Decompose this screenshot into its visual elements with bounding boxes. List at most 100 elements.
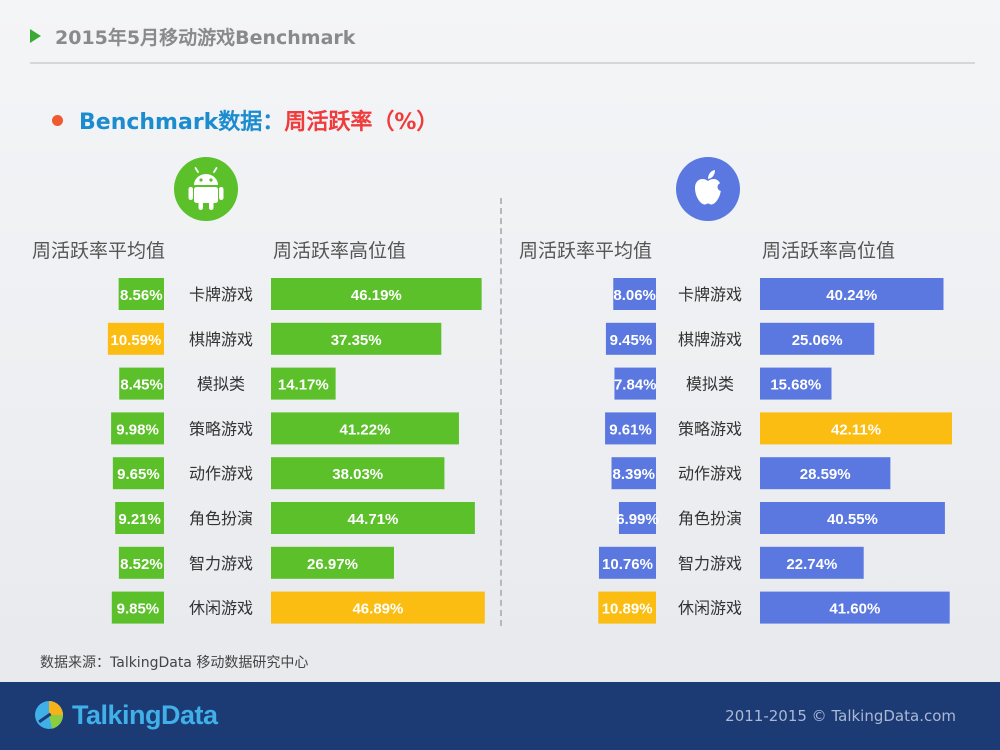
android-avg-bar-0 <box>118 278 164 310</box>
android-high-bar-2 <box>271 367 336 400</box>
ios-high-label-1: 25.06% <box>792 332 843 349</box>
android-avg-bar-2 <box>119 367 164 400</box>
ios-category-0: 卡牌游戏 <box>678 285 742 304</box>
ios-avg-bar-5 <box>618 502 656 534</box>
android-category-5: 角色扮演 <box>189 509 253 528</box>
ios-high-label-7: 41.60% <box>829 601 880 618</box>
ios-avg-label-7: 10.89% <box>602 601 653 618</box>
ios-high-label-4: 28.59% <box>800 466 851 483</box>
ios-high-bar-6 <box>760 546 864 579</box>
android-high-label-0: 46.19% <box>351 287 402 304</box>
android-avg-bar-3 <box>111 412 164 445</box>
android-avg-bar-5 <box>115 502 164 534</box>
ios-high-bar-7 <box>760 591 950 624</box>
benchmark-bar-chart: 8.56% 卡牌游戏 46.19% 10.59% 棋牌游戏 37.35% 8.45% 模拟类 1… <box>107 278 953 624</box>
ios-high-label-2: 15.68% <box>770 377 821 394</box>
ios-avg-label-2: 7.84% <box>614 377 657 394</box>
ios-high-bar-2 <box>760 367 832 400</box>
ios-avg-header: 周活跃率平均值 <box>519 240 653 262</box>
ios-high-label-0: 40.24% <box>826 287 877 304</box>
ios-category-7: 休闲游戏 <box>678 599 742 618</box>
brand-logo: TalkingData <box>32 698 218 732</box>
title-divider <box>30 62 975 64</box>
android-avg-bar-7 <box>111 591 164 624</box>
android-avg-header: 周活跃率平均值 <box>32 240 166 262</box>
subtitle-prefix: Benchmark数据： <box>79 110 285 135</box>
android-high-bar-7 <box>271 591 485 624</box>
android-category-3: 策略游戏 <box>189 419 253 438</box>
ios-category-1: 棋牌游戏 <box>678 330 742 349</box>
ios-avg-label-0: 8.06% <box>613 287 656 304</box>
ios-high-bar-4 <box>760 457 891 490</box>
brand-name: TalkingData <box>72 699 218 730</box>
android-high-label-7: 46.89% <box>352 601 403 618</box>
ios-high-bar-0 <box>760 278 944 310</box>
ios-avg-bar-1 <box>605 322 656 355</box>
android-avg-label-3: 9.98% <box>116 421 159 438</box>
android-high-label-3: 41.22% <box>340 421 391 438</box>
android-high-bar-3 <box>271 412 459 445</box>
ios-high-label-6: 22.74% <box>786 556 837 573</box>
android-category-2: 模拟类 <box>197 375 245 394</box>
android-high-bar-4 <box>271 457 445 490</box>
footer-bar: TalkingData 2011-2015 © TalkingData.com <box>0 682 1000 750</box>
android-avg-bar-1 <box>107 322 164 355</box>
android-category-6: 智力游戏 <box>189 554 253 573</box>
android-high-header: 周活跃率高位值 <box>273 240 407 262</box>
android-avg-label-1: 10.59% <box>110 332 161 349</box>
ios-high-header: 周活跃率高位值 <box>762 240 896 262</box>
android-high-bar-0 <box>271 278 482 310</box>
ios-category-3: 策略游戏 <box>678 419 742 438</box>
ios-avg-bar-3 <box>605 412 656 445</box>
page-title-bar: 2015年5月移动游戏Benchmark <box>30 22 355 50</box>
ios-avg-label-1: 9.45% <box>610 332 653 349</box>
android-high-bar-6 <box>271 546 394 579</box>
android-avg-label-4: 9.65% <box>117 466 160 483</box>
ios-avg-label-4: 8.39% <box>612 466 655 483</box>
ios-avg-label-5: 6.99% <box>616 511 659 528</box>
ios-category-5: 角色扮演 <box>678 509 742 528</box>
android-high-bar-1 <box>271 322 442 355</box>
triangle-bullet-icon <box>30 29 41 43</box>
ios-high-bar-1 <box>760 322 875 355</box>
page-title: 2015年5月移动游戏Benchmark <box>55 26 356 49</box>
apple-icon <box>676 157 740 221</box>
copyright-text: 2011-2015 © TalkingData.com <box>725 707 956 725</box>
data-source-note: 数据来源：TalkingData 移动数据研究中心 <box>40 655 309 671</box>
ios-high-label-5: 40.55% <box>827 511 878 528</box>
ios-avg-label-6: 10.76% <box>602 556 653 573</box>
android-category-7: 休闲游戏 <box>189 599 253 618</box>
ios-avg-bar-4 <box>611 457 656 490</box>
android-high-bar-5 <box>271 502 475 534</box>
android-high-label-4: 38.03% <box>332 466 383 483</box>
android-high-label-1: 37.35% <box>331 332 382 349</box>
ios-avg-label-3: 9.61% <box>609 421 652 438</box>
android-avg-bar-6 <box>118 546 164 579</box>
platform-divider <box>500 198 502 626</box>
ios-high-bar-5 <box>760 502 945 534</box>
ios-avg-bar-6 <box>598 546 656 579</box>
android-avg-label-0: 8.56% <box>120 287 163 304</box>
android-category-1: 棋牌游戏 <box>189 330 253 349</box>
android-high-label-2: 14.17% <box>278 377 329 394</box>
android-category-0: 卡牌游戏 <box>189 285 253 304</box>
ios-category-4: 动作游戏 <box>678 464 742 483</box>
subtitle-highlight: 周活跃率（%） <box>284 110 439 135</box>
android-avg-label-5: 9.21% <box>118 511 161 528</box>
bullet-dot-icon <box>52 114 63 126</box>
android-avg-label-2: 8.45% <box>120 377 163 394</box>
ios-avg-bar-0 <box>613 278 656 310</box>
ios-category-2: 模拟类 <box>686 375 734 394</box>
ios-high-label-3: 42.11% <box>831 421 881 438</box>
android-avg-label-7: 9.85% <box>117 601 160 618</box>
ios-category-6: 智力游戏 <box>678 554 742 573</box>
android-high-label-5: 44.71% <box>348 511 399 528</box>
ios-avg-bar-2 <box>614 367 656 400</box>
ios-high-bar-3 <box>760 412 953 445</box>
android-category-4: 动作游戏 <box>189 464 253 483</box>
ios-avg-bar-7 <box>598 591 656 624</box>
android-robot-icon <box>174 157 238 221</box>
android-avg-bar-4 <box>112 457 164 490</box>
android-avg-label-6: 8.52% <box>120 556 163 573</box>
chart-subtitle: Benchmark数据： 周活跃率（%） <box>52 104 438 136</box>
